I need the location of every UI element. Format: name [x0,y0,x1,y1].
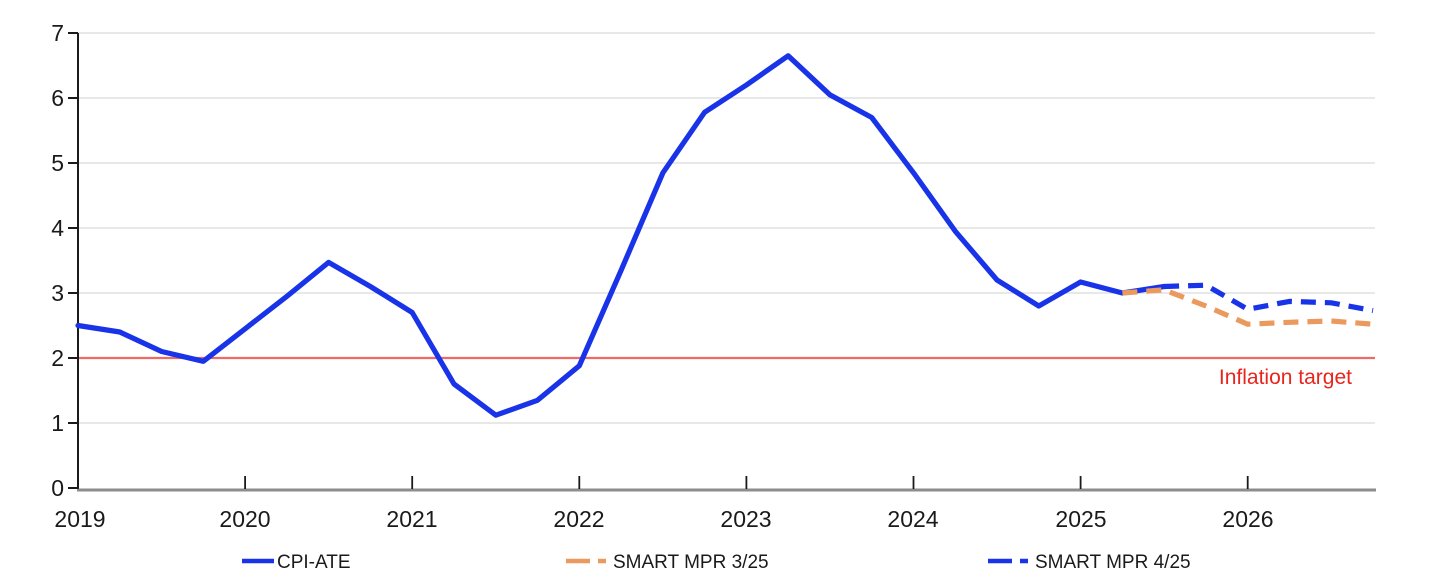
legend-item-cpi-ate: CPI-ATE [242,552,351,573]
x-tick-label-2023: 2023 [720,506,771,532]
y-tick-label-7: 7 [51,20,64,46]
x-tick-label-2020: 2020 [219,506,270,532]
y-axis-labels: 0 1 2 3 4 5 6 7 [51,20,64,501]
axes [68,32,1376,492]
x-axis-labels: 2019 2020 2021 2022 2023 2024 2025 2026 [54,506,1273,532]
y-tick-label-1: 1 [51,410,64,436]
x-tick-label-2026: 2026 [1222,506,1273,532]
x-tick-label-2022: 2022 [553,506,604,532]
series-lines [75,53,1374,418]
series-line-1 [1122,287,1374,327]
x-tick-label-2025: 2025 [1055,506,1106,532]
legend-item-smart-mpr-3-25: SMART MPR 3/25 [566,552,769,573]
y-tick-label-0: 0 [51,475,64,501]
legend-label-smart-mpr-4-25: SMART MPR 4/25 [1035,552,1191,573]
y-tick-label-2: 2 [51,345,64,371]
legend-item-smart-mpr-4-25: SMART MPR 4/25 [988,552,1191,573]
y-tick-label-5: 5 [51,150,64,176]
inflation-target-label: Inflation target [1219,366,1352,389]
x-tick-label-2021: 2021 [386,506,437,532]
y-tick-label-4: 4 [51,215,64,241]
series-line-0 [75,53,1167,418]
series-line-2 [1164,282,1374,314]
legend: CPI-ATE SMART MPR 3/25 SMART MPR 4/25 [242,552,1191,573]
x-tick-label-2019: 2019 [54,506,105,532]
legend-label-cpi-ate: CPI-ATE [277,552,351,573]
gridlines [78,32,1375,424]
legend-label-smart-mpr-3-25: SMART MPR 3/25 [613,552,769,573]
x-tick-label-2024: 2024 [887,506,938,532]
y-tick-label-6: 6 [51,85,64,111]
y-tick-label-3: 3 [51,280,64,306]
